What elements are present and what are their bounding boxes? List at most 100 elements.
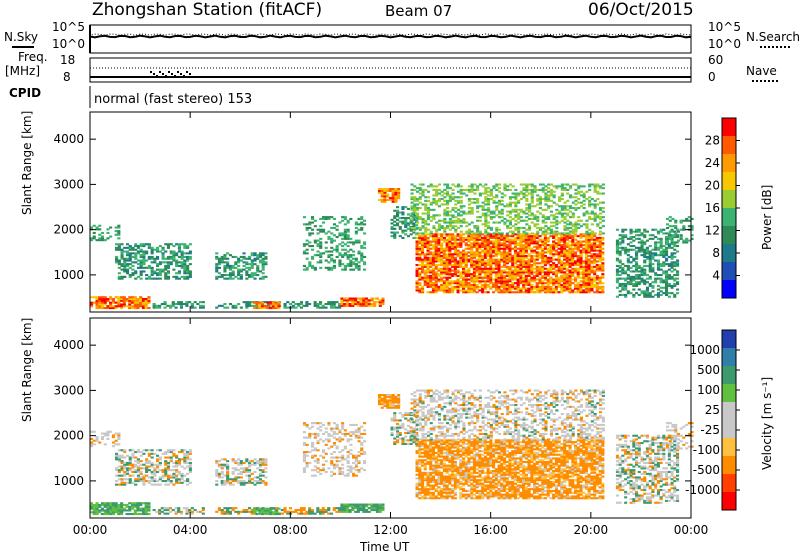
heatmap-cell: [514, 192, 518, 195]
heatmap-cell: [579, 258, 583, 261]
heatmap-cell: [472, 236, 476, 239]
heatmap-cell: [517, 208, 521, 211]
heatmap-cell: [682, 239, 686, 242]
heatmap-cell: [215, 277, 219, 280]
heatmap-cell: [492, 267, 496, 270]
heatmap-cell: [437, 233, 441, 236]
heatmap-cell: [139, 254, 143, 257]
heatmap-cell: [508, 242, 512, 245]
heatmap-cell: [418, 287, 422, 290]
heatmap-cell: [574, 188, 578, 191]
heatmap-cell: [437, 188, 441, 191]
heatmap-cell: [525, 183, 529, 186]
heatmap-cell: [587, 280, 591, 283]
heatmap-cell: [464, 258, 468, 261]
heatmap-cell: [500, 203, 504, 206]
heatmap-cell: [429, 258, 433, 261]
heatmap-cell: [190, 306, 194, 309]
heatmap-cell: [158, 463, 162, 466]
heatmap-cell: [516, 247, 520, 250]
heatmap-cell: [546, 274, 550, 277]
heatmap-cell: [117, 478, 121, 481]
heatmap-cell: [409, 229, 413, 232]
heatmap-cell: [574, 233, 578, 236]
heatmap-cell: [120, 248, 124, 251]
heatmap-cell: [478, 280, 482, 283]
heatmap-cell: [665, 257, 669, 260]
heatmap-cell: [498, 203, 502, 206]
heatmap-cell: [574, 251, 578, 254]
heatmap-cell: [565, 289, 569, 292]
heatmap-cell: [332, 234, 336, 237]
heatmap-cell: [139, 274, 143, 277]
heatmap-cell: [571, 278, 575, 281]
heatmap-cell: [147, 513, 151, 516]
heatmap-cell: [199, 304, 203, 307]
nsearch-label: N.Search: [746, 30, 800, 44]
heatmap-cell: [248, 268, 252, 271]
heatmap-cell: [530, 258, 534, 261]
heatmap-cell: [330, 232, 334, 235]
heatmap-cell: [665, 275, 669, 278]
heatmap-cell: [519, 208, 523, 211]
heatmap-cell: [134, 483, 138, 486]
heatmap-cell: [513, 278, 517, 281]
heatmap-cell: [117, 483, 121, 486]
heatmap-cell: [568, 269, 572, 272]
heatmap-cell: [524, 289, 528, 292]
heatmap-cell: [445, 273, 449, 276]
heatmap-cell: [128, 245, 132, 248]
heatmap-cell: [588, 216, 592, 219]
heatmap-cell: [503, 205, 507, 208]
heatmap-cell: [635, 261, 639, 264]
heatmap-cell: [161, 474, 165, 477]
heatmap-cell: [486, 267, 490, 270]
heatmap-cell: [343, 297, 347, 300]
heatmap-cell: [676, 264, 680, 267]
heatmap-cell: [565, 276, 569, 279]
heatmap-cell: [156, 272, 160, 275]
heatmap-cell: [546, 256, 550, 259]
heatmap-cell: [186, 458, 190, 461]
heatmap-cell: [522, 235, 526, 238]
heatmap-cell: [147, 465, 151, 468]
heatmap-cell: [258, 307, 262, 310]
heatmap-cell: [541, 287, 545, 290]
heatmap-cell: [648, 261, 652, 264]
heatmap-cell: [571, 236, 575, 239]
heatmap-cell: [495, 196, 499, 199]
heatmap-cell: [462, 249, 466, 252]
heatmap-cell: [95, 298, 99, 301]
heatmap-cell: [161, 257, 165, 260]
heatmap-cell: [111, 511, 115, 514]
heatmap-cell: [568, 253, 572, 256]
heatmap-cell: [217, 272, 221, 275]
heatmap-cell: [574, 287, 578, 290]
heatmap-cell: [418, 282, 422, 285]
heatmap-cell: [566, 192, 570, 195]
heatmap-cell: [426, 251, 430, 254]
freq-unit: [MHz]: [5, 64, 41, 78]
heatmap-cell: [352, 243, 356, 246]
heatmap-cell: [667, 245, 671, 248]
heatmap-cell: [136, 449, 140, 452]
heatmap-cell: [103, 443, 107, 446]
heatmap-cell: [330, 239, 334, 242]
heatmap-cell: [396, 224, 400, 227]
heatmap-cell: [475, 280, 479, 283]
heatmap-cell: [483, 276, 487, 279]
heatmap-cell: [571, 214, 575, 217]
heatmap-cell: [92, 511, 96, 514]
heatmap-cell: [424, 208, 428, 211]
heatmap-cell: [431, 240, 435, 243]
heatmap-cell: [670, 255, 674, 258]
heatmap-cell: [593, 247, 597, 250]
heatmap-cell: [442, 276, 446, 279]
heatmap-cell: [492, 258, 496, 261]
heatmap-cell: [560, 205, 564, 208]
heatmap-cell: [690, 228, 694, 231]
heatmap-cell: [582, 199, 586, 202]
heatmap-cell: [156, 257, 160, 260]
heatmap-cell: [476, 226, 480, 229]
heatmap-cell: [442, 291, 446, 294]
